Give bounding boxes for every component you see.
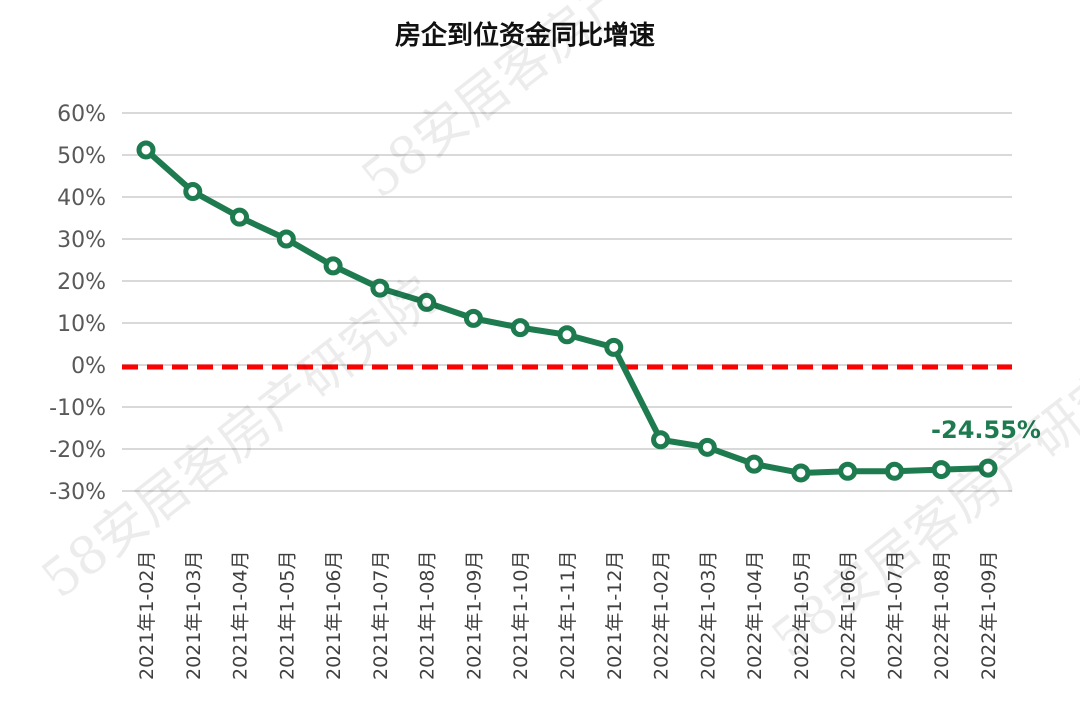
x-tick-label: 2021年1-12月 — [604, 551, 626, 680]
data-point — [931, 460, 951, 480]
x-tick-label: 2021年1-05月 — [276, 551, 298, 680]
data-point — [697, 437, 717, 457]
y-tick-label: 50% — [57, 144, 106, 169]
watermark-text: 58安居客房产研究院 — [761, 326, 1080, 670]
series-line — [136, 140, 998, 483]
data-point — [276, 229, 296, 249]
y-tick-label: -10% — [49, 396, 106, 421]
x-tick-label: 2022年1-02月 — [651, 551, 673, 680]
data-point — [463, 308, 483, 328]
x-tick-label: 2022年1-07月 — [884, 551, 906, 680]
data-labels: -24.55% — [931, 416, 1041, 444]
data-point — [183, 182, 203, 202]
chart-title: 房企到位资金同比增速 — [395, 20, 655, 51]
data-point — [370, 278, 390, 298]
data-point — [604, 337, 624, 357]
x-tick-label: 2021年1-11月 — [557, 551, 579, 680]
data-point — [136, 140, 156, 160]
x-tick-label: 2021年1-09月 — [463, 551, 485, 680]
x-tick-label: 2022年1-04月 — [744, 551, 766, 680]
data-point — [884, 461, 904, 481]
y-tick-label: 0% — [71, 354, 106, 379]
x-tick-label: 2022年1-09月 — [978, 551, 1000, 680]
gridlines — [122, 112, 1012, 492]
x-tick-label: 2021年1-04月 — [230, 551, 252, 680]
y-tick-label: -20% — [49, 438, 106, 463]
data-point — [651, 430, 671, 450]
x-tick-label: 2021年1-02月 — [136, 551, 158, 680]
x-tick-label: 2022年1-06月 — [838, 551, 860, 680]
y-tick-label: 20% — [57, 270, 106, 295]
x-tick-label: 2022年1-08月 — [931, 551, 953, 680]
data-point — [744, 454, 764, 474]
x-tick-label: 2021年1-06月 — [323, 551, 345, 680]
data-point — [791, 463, 811, 483]
x-axis-ticks: 2021年1-02月 2021年1-03月 2021年1-04月 2021年1-05月… — [136, 551, 1000, 680]
x-tick-label: 2021年1-03月 — [183, 551, 205, 680]
x-tick-label: 2021年1-10月 — [510, 551, 532, 680]
y-tick-label: 60% — [57, 102, 106, 127]
data-label: -24.55% — [931, 416, 1041, 444]
y-tick-label: 30% — [57, 228, 106, 253]
data-point — [978, 458, 998, 478]
y-tick-label: 40% — [57, 186, 106, 211]
data-point — [557, 325, 577, 345]
data-point — [417, 292, 437, 312]
y-axis-ticks: 60% 50% 40% 30% 20% 10% 0% -10% -20% -30% — [49, 102, 106, 505]
x-tick-label: 2021年1-07月 — [370, 551, 392, 680]
y-tick-label: -30% — [49, 480, 106, 505]
data-point — [510, 318, 530, 338]
x-tick-label: 2022年1-03月 — [697, 551, 719, 680]
data-point — [230, 207, 250, 227]
x-tick-label: 2022年1-05月 — [791, 551, 813, 680]
data-point — [838, 461, 858, 481]
y-tick-label: 10% — [57, 312, 106, 337]
x-tick-label: 2021年1-08月 — [417, 551, 439, 680]
data-point — [323, 256, 343, 276]
